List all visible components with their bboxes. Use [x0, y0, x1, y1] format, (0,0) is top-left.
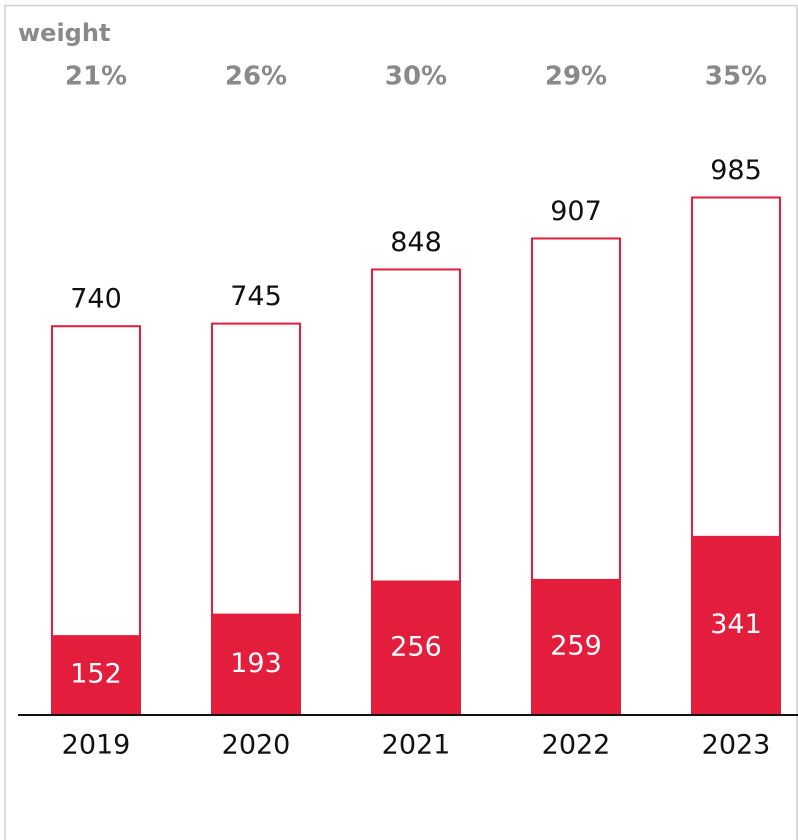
x-tick-label: 2022 [542, 730, 611, 761]
total-label: 985 [710, 155, 762, 186]
part-bar [211, 613, 301, 715]
part-label: 193 [230, 648, 282, 679]
part-bar [51, 635, 141, 715]
x-tick-label: 2023 [702, 730, 771, 761]
part-bar [371, 580, 461, 715]
weight-label: 21% [65, 62, 127, 92]
part-label: 259 [550, 630, 602, 661]
weight-label: 35% [705, 62, 767, 92]
total-label: 848 [390, 227, 442, 258]
weight-title: weight [18, 19, 110, 47]
weight-label: 30% [385, 62, 447, 92]
x-tick-label: 2020 [222, 730, 291, 761]
part-bar [531, 578, 621, 715]
total-label: 907 [550, 196, 602, 227]
part-label: 341 [710, 609, 762, 640]
x-tick-label: 2019 [62, 730, 131, 761]
x-tick-label: 2021 [382, 730, 451, 761]
part-label: 152 [70, 659, 122, 690]
total-label: 745 [230, 281, 282, 312]
frame [4, 4, 798, 840]
part-bar [691, 535, 781, 715]
part-label: 256 [390, 631, 442, 662]
total-label: 740 [70, 284, 122, 315]
weight-label: 26% [225, 62, 287, 92]
weight-label: 29% [545, 62, 607, 92]
